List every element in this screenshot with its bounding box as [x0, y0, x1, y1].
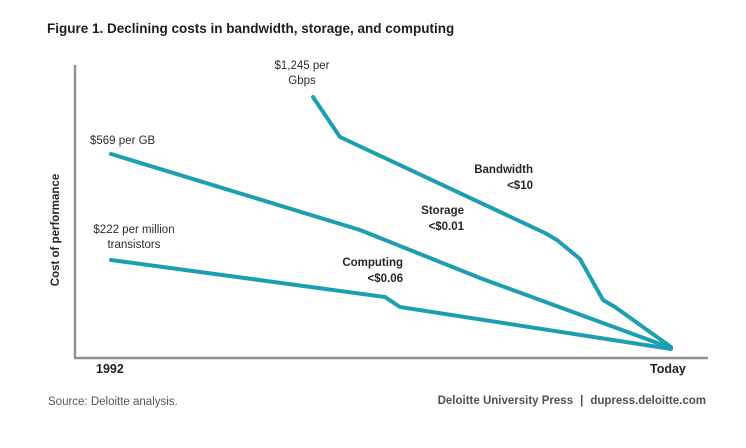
storage-line — [109, 152, 673, 350]
footer-publisher: Deloitte University Press — [437, 395, 574, 407]
figure-title: Figure 1. Declining costs in bandwidth, … — [47, 21, 455, 36]
computing-series-name: Computing — [342, 257, 403, 269]
bandwidth-series-name: Bandwidth — [474, 164, 533, 176]
x-tick-1992: 1992 — [96, 362, 124, 376]
y-axis-label: Cost of performance — [50, 173, 62, 287]
computing-start-value-label: $222 per million transistors — [93, 224, 175, 251]
footer-credit: Deloitte University Press | dupress.deloit… — [438, 395, 706, 407]
computing-end-value: <$0.06 — [367, 272, 404, 285]
computing-line — [109, 258, 673, 351]
bandwidth-start-value-label: $1,245 per Gbps — [274, 60, 330, 87]
storage-start-value-label: $569 per GB — [90, 135, 156, 147]
bandwidth-end-label-group: Bandwidth <$10 — [433, 163, 533, 194]
source-note: Source: Deloitte analysis. — [48, 396, 178, 408]
storage-series-name: Storage — [421, 205, 464, 217]
footer-separator: | — [580, 395, 584, 407]
storage-end-label-group: Storage <$0.01 — [364, 204, 464, 235]
computing-end-label-group: Computing <$0.06 — [303, 256, 403, 287]
x-tick-today: Today — [650, 362, 686, 376]
bandwidth-line — [311, 95, 673, 349]
footer-site: dupress.deloitte.com — [590, 395, 706, 407]
storage-end-value: <$0.01 — [428, 220, 465, 233]
bandwidth-end-value: <$10 — [507, 179, 533, 192]
